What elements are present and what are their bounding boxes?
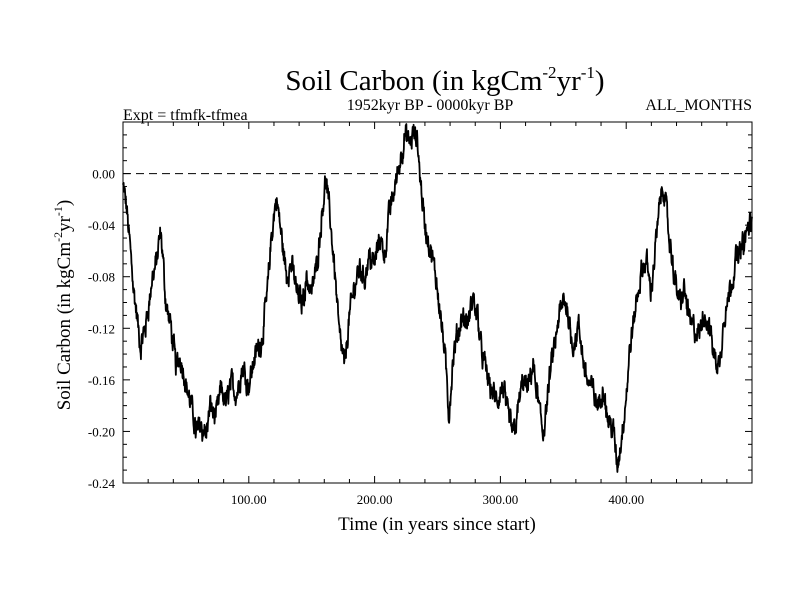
y-tick-label-6: -0.24 <box>88 476 116 491</box>
y-axis-label-sup2: -1 <box>51 206 65 216</box>
y-axis-label-mid: yr <box>54 215 75 232</box>
x-tick-label-0: 100.00 <box>231 492 267 507</box>
subtitle-right: ALL_MONTHS <box>645 97 752 114</box>
y-axis-label-sup1: -2 <box>51 232 65 242</box>
y-axis-label-end: ) <box>54 200 75 206</box>
chart-title: Soil Carbon (in kgCm-2yr-1) <box>285 63 604 97</box>
y-tick-label-5: -0.20 <box>88 424 115 439</box>
y-tick-label-2: -0.08 <box>88 270 115 285</box>
x-tick-label-2: 300.00 <box>483 492 519 507</box>
chart-title-end: ) <box>595 65 605 97</box>
x-tick-label-1: 200.00 <box>357 492 393 507</box>
chart-title-sup1: -2 <box>542 63 556 82</box>
series-line-0 <box>122 123 753 473</box>
tick-layer: 0.00 -0.04 -0.08 -0.12 -0.16 -0.20 -0.24 100.00… <box>88 122 752 507</box>
y-tick-label-1: -0.04 <box>88 218 116 233</box>
series-layer <box>122 123 753 473</box>
y-axis-label: Soil Carbon (in kgCm-2yr-1) <box>51 200 75 411</box>
y-tick-label-4: -0.16 <box>88 373 116 388</box>
subtitle-center: 1952kyr BP - 0000kyr BP <box>347 97 514 114</box>
y-axis-label-main: Soil Carbon (in kgCm <box>54 242 75 411</box>
x-axis-label: Time (in years since start) <box>338 514 536 535</box>
plot-frame <box>122 121 753 484</box>
chart-title-main: Soil Carbon (in kgCm <box>285 65 542 97</box>
chart-title-sup2: -1 <box>581 63 595 82</box>
y-tick-label-0: 0.00 <box>92 167 115 182</box>
chart-title-mid: yr <box>557 65 582 97</box>
x-tick-label-3: 400.00 <box>608 492 644 507</box>
subtitle-left: Expt = tfmfk-tfmea <box>123 107 248 124</box>
y-tick-label-3: -0.12 <box>88 321 115 336</box>
